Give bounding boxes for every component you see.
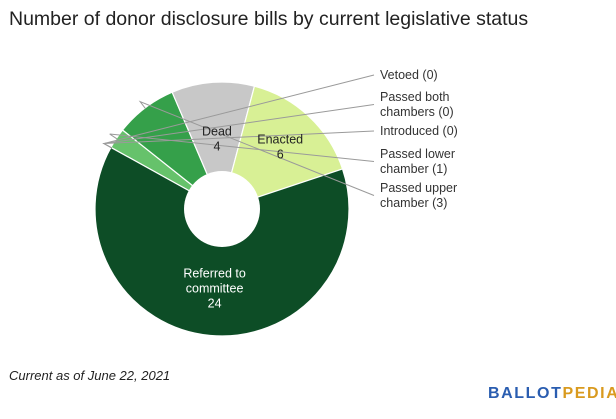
logo-part-pedia: PEDIA [562,385,616,402]
label-dead: Dead 4 [202,125,232,154]
slice-dead [171,81,256,211]
footnote: Current as of June 22, 2021 [9,368,171,383]
leader-lines-group [102,74,375,196]
ballotpedia-logo[interactable]: BALLOTPEDIA [488,385,616,403]
label-passed-both-chambers: Passed both chambers (0) [380,90,454,119]
label-introduced: Introduced (0) [380,124,458,138]
slice-enacted [221,85,344,210]
label-passed-lower-chamber: Passed lower chamber (1) [380,147,455,176]
labels-group: Referred to committee 24 Dead 4 Enacted 6 Vetoe… [183,68,458,311]
leader-line-passed-lower-chamber [109,133,375,162]
label-vetoed: Vetoed (0) [380,68,438,82]
label-passed-upper-chamber: Passed upper chamber (3) [380,181,457,210]
donut-hole [184,171,260,247]
leader-line-passed-upper-chamber [138,100,375,196]
logo-part-ballot: BALLOT [488,385,563,402]
label-referred-to-committee: Referred to committee 24 [183,267,246,311]
leader-line-introduced [102,130,375,149]
chart-title: Number of donor disclosure bills by curr… [9,8,529,30]
label-enacted: Enacted 6 [257,133,303,162]
